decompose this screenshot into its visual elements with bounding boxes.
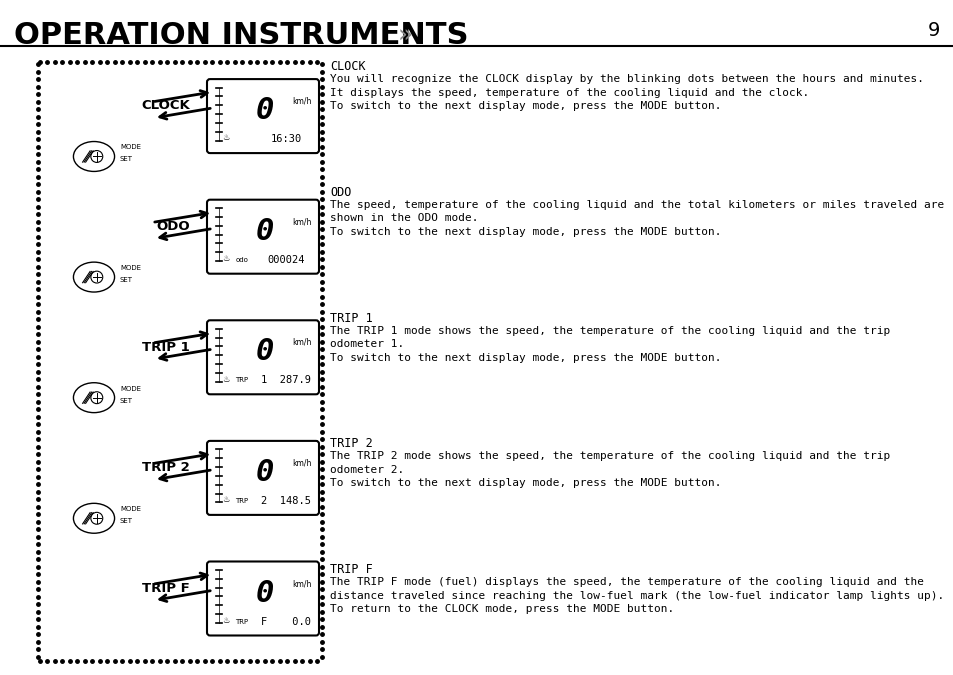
- Ellipse shape: [73, 504, 114, 533]
- FancyBboxPatch shape: [207, 562, 318, 635]
- Text: 0: 0: [255, 96, 274, 125]
- Text: ♨: ♨: [222, 134, 230, 142]
- Text: To switch to the next display mode, press the MODE button.: To switch to the next display mode, pres…: [330, 227, 720, 237]
- Text: ♨: ♨: [222, 616, 230, 625]
- Text: 16:30: 16:30: [271, 134, 302, 144]
- Text: SET: SET: [120, 277, 132, 283]
- Text: odo: odo: [235, 256, 248, 263]
- Text: OPERATION INSTRUMENTS: OPERATION INSTRUMENTS: [14, 22, 468, 51]
- Text: The TRIP 2 mode shows the speed, the temperature of the cooling liquid and the t: The TRIP 2 mode shows the speed, the tem…: [330, 452, 889, 462]
- Text: km/h: km/h: [293, 217, 312, 226]
- Text: km/h: km/h: [293, 338, 312, 347]
- FancyBboxPatch shape: [207, 200, 318, 273]
- Text: MODE: MODE: [120, 265, 141, 271]
- Text: km/h: km/h: [293, 579, 312, 588]
- Text: MODE: MODE: [120, 144, 141, 151]
- Text: TRP: TRP: [235, 498, 248, 504]
- Text: 0: 0: [255, 217, 274, 246]
- Text: 2  148.5: 2 148.5: [261, 496, 311, 506]
- Text: The TRIP 1 mode shows the speed, the temperature of the cooling liquid and the t: The TRIP 1 mode shows the speed, the tem…: [330, 325, 889, 335]
- Text: 1  287.9: 1 287.9: [261, 375, 311, 385]
- Text: TRIP 2: TRIP 2: [142, 461, 190, 475]
- Text: 0: 0: [255, 578, 274, 608]
- Text: TRP: TRP: [235, 618, 248, 624]
- Text: TRIP 1: TRIP 1: [330, 312, 373, 325]
- Text: odometer 1.: odometer 1.: [330, 339, 404, 349]
- Text: To switch to the next display mode, press the MODE button.: To switch to the next display mode, pres…: [330, 101, 720, 111]
- Text: The speed, temperature of the cooling liquid and the total kilometers or miles t: The speed, temperature of the cooling li…: [330, 200, 943, 210]
- Text: To return to the CLOCK mode, press the MODE button.: To return to the CLOCK mode, press the M…: [330, 604, 674, 614]
- Text: SET: SET: [120, 157, 132, 163]
- Text: km/h: km/h: [293, 458, 312, 467]
- Ellipse shape: [91, 271, 103, 283]
- Text: It displays the speed, temperature of the cooling liquid and the clock.: It displays the speed, temperature of th…: [330, 88, 808, 97]
- Text: ODO: ODO: [156, 220, 190, 233]
- Text: ♨: ♨: [222, 375, 230, 383]
- Text: TRP: TRP: [235, 377, 248, 383]
- Text: 0: 0: [255, 458, 274, 487]
- Ellipse shape: [73, 383, 114, 412]
- Text: shown in the ODO mode.: shown in the ODO mode.: [330, 213, 478, 223]
- Text: F    0.0: F 0.0: [261, 616, 311, 626]
- Text: 000024: 000024: [267, 254, 305, 265]
- Text: MODE: MODE: [120, 506, 141, 512]
- Text: 9: 9: [926, 20, 939, 40]
- Ellipse shape: [91, 392, 103, 404]
- Text: ODO: ODO: [330, 186, 351, 199]
- Text: You will recognize the CLOCK display by the blinking dots between the hours and : You will recognize the CLOCK display by …: [330, 74, 923, 84]
- Text: CLOCK: CLOCK: [330, 60, 365, 73]
- Text: TRIP F: TRIP F: [330, 563, 373, 576]
- Text: TRIP 2: TRIP 2: [330, 437, 373, 450]
- Text: TRIP F: TRIP F: [142, 582, 190, 595]
- Text: To switch to the next display mode, press the MODE button.: To switch to the next display mode, pres…: [330, 352, 720, 362]
- Text: ♨: ♨: [222, 254, 230, 263]
- Ellipse shape: [73, 262, 114, 292]
- Text: MODE: MODE: [120, 385, 141, 391]
- FancyBboxPatch shape: [207, 321, 318, 394]
- Text: The TRIP F mode (fuel) displays the speed, the temperature of the cooling liquid: The TRIP F mode (fuel) displays the spee…: [330, 577, 923, 587]
- Text: ♨: ♨: [222, 495, 230, 504]
- Text: SET: SET: [120, 398, 132, 404]
- FancyBboxPatch shape: [207, 441, 318, 515]
- Text: SET: SET: [120, 518, 132, 524]
- Text: km/h: km/h: [293, 97, 312, 105]
- Ellipse shape: [73, 142, 114, 171]
- Text: To switch to the next display mode, press the MODE button.: To switch to the next display mode, pres…: [330, 479, 720, 489]
- Ellipse shape: [91, 512, 103, 524]
- Text: 0: 0: [255, 338, 274, 367]
- Text: distance traveled since reaching the low-fuel mark (the low-fuel indicator lamp : distance traveled since reaching the low…: [330, 591, 943, 601]
- Text: odometer 2.: odometer 2.: [330, 465, 404, 475]
- Bar: [40, 64, 319, 659]
- FancyBboxPatch shape: [207, 79, 318, 153]
- Text: CLOCK: CLOCK: [141, 99, 190, 113]
- Text: TRIP 1: TRIP 1: [142, 341, 190, 354]
- Text: »: »: [397, 24, 413, 48]
- Ellipse shape: [91, 151, 103, 163]
